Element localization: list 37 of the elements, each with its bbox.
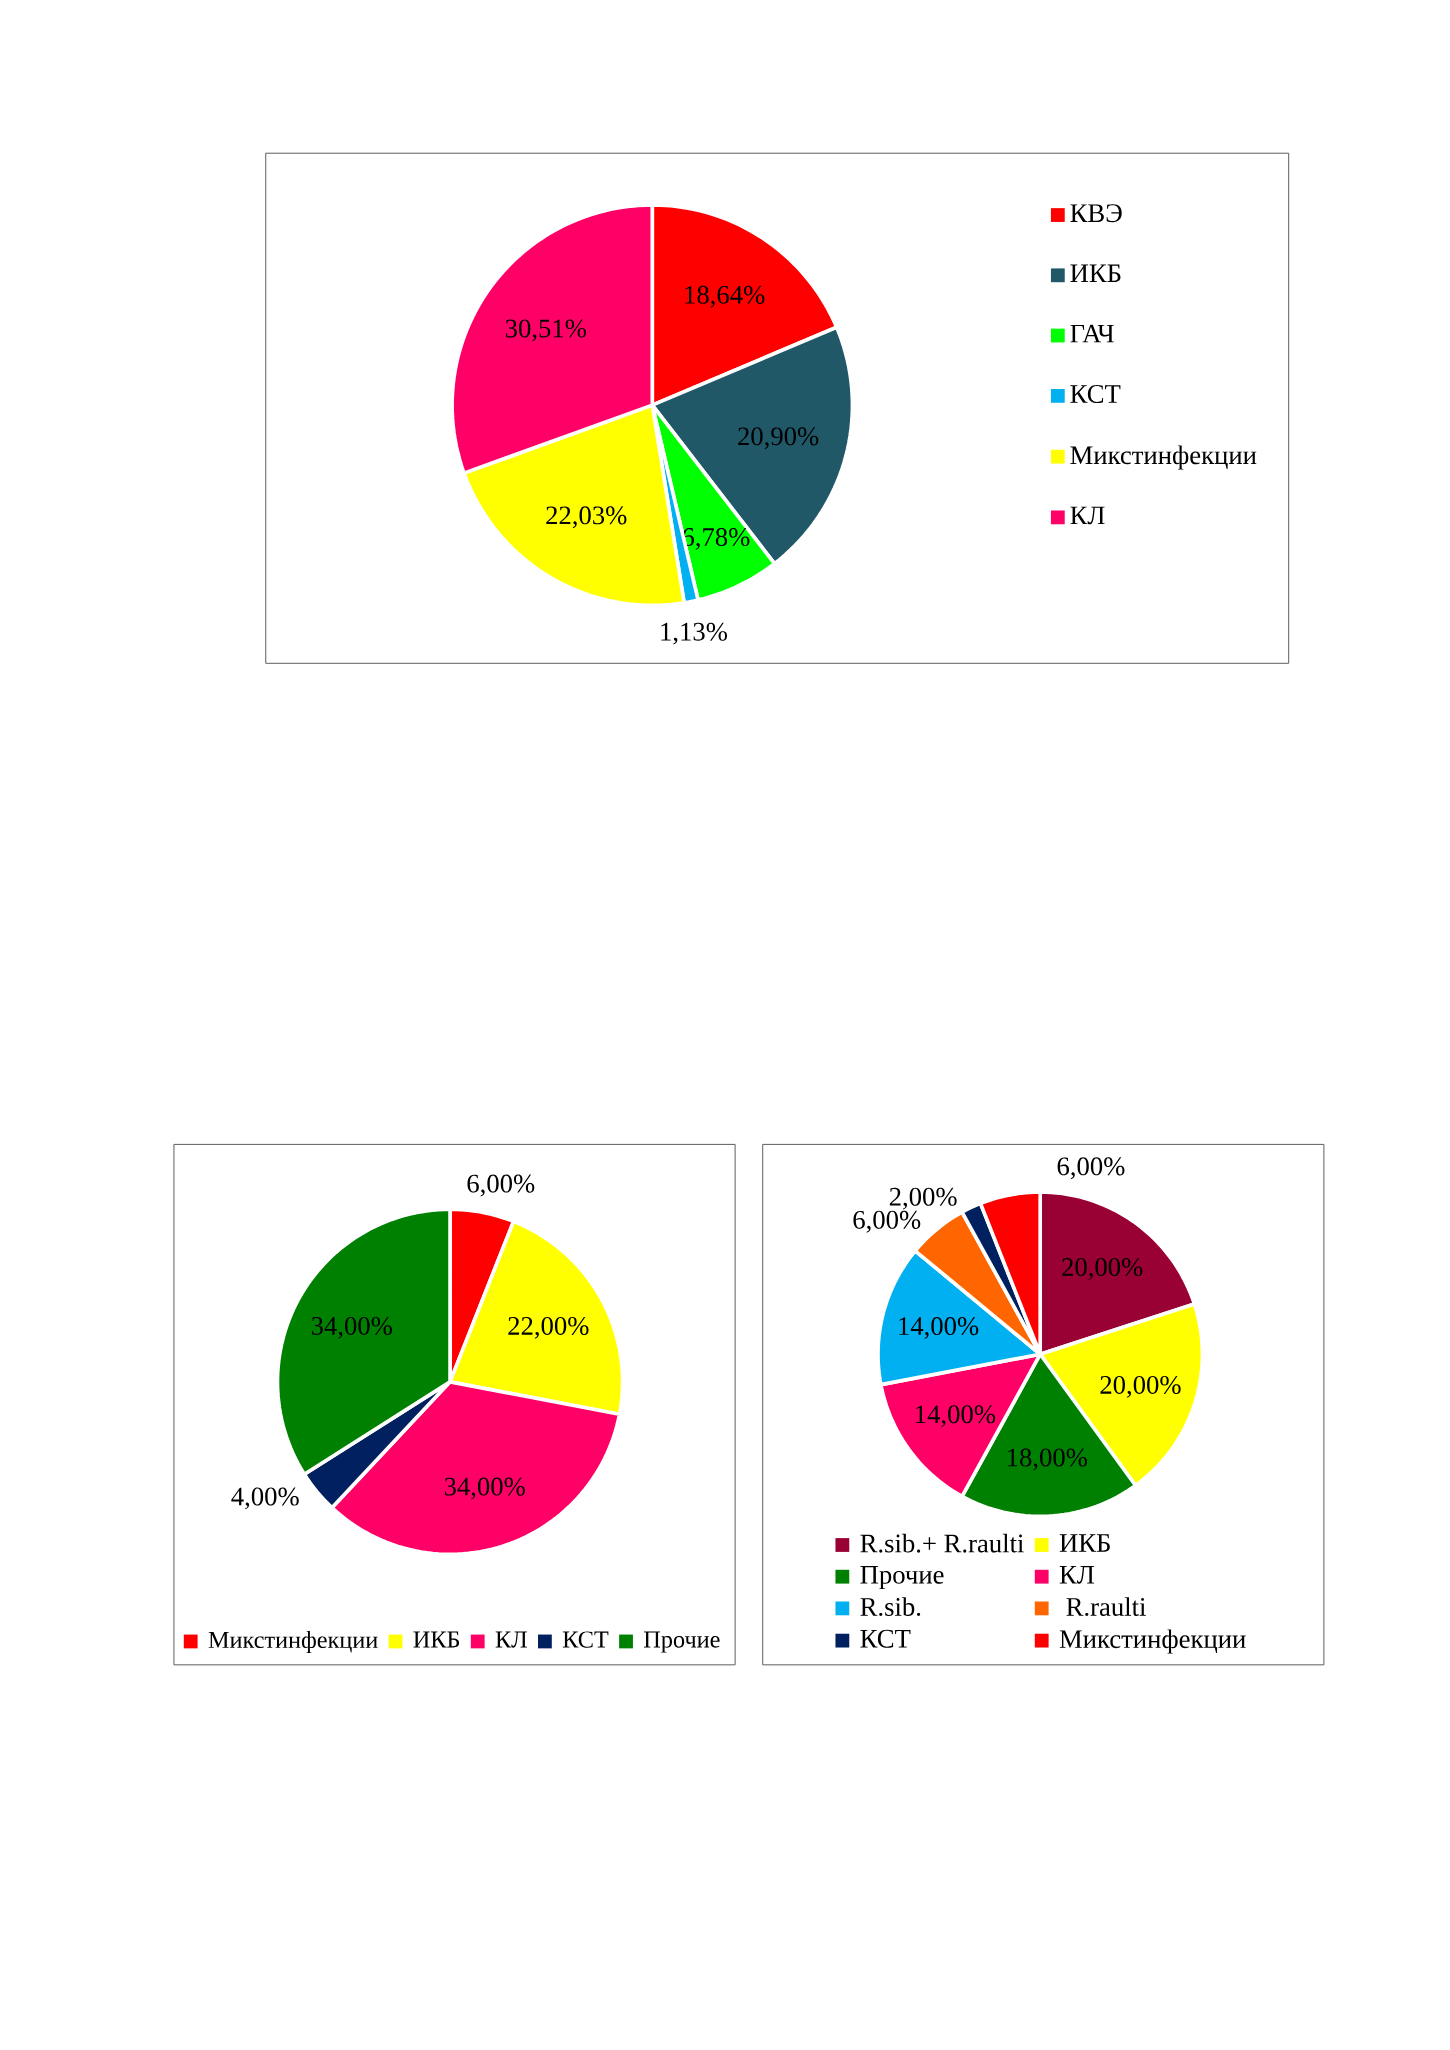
legend-label: R.sib.+ R.raulti [860, 1533, 1025, 1553]
data-label: 20,00% [1100, 1375, 1181, 1398]
data-label: 30,51% [506, 319, 587, 342]
data-label: 14,00% [916, 1405, 996, 1428]
legend-label: КВЭ [1070, 204, 1122, 223]
legend-label: КЛ [495, 1631, 528, 1648]
data-label: 18,00% [1008, 1448, 1088, 1471]
data-label: 6,00% [467, 1174, 535, 1197]
data-label: 34,00% [445, 1477, 526, 1500]
legend-label: Прочие [644, 1631, 720, 1653]
data-label: 20,90% [738, 427, 819, 450]
legend-label: КЛ [1059, 1565, 1095, 1584]
legend-label: ГАЧ [1070, 324, 1115, 343]
legend-label: КЛ [1070, 506, 1105, 525]
legend-label: ИКБ [1070, 264, 1121, 283]
legend-label: КСТ [860, 1629, 911, 1648]
data-label: 34,00% [312, 1316, 393, 1339]
data-label: 18,64% [685, 285, 765, 308]
data-label: 22,03% [546, 506, 627, 529]
data-label: 6,00% [1057, 1157, 1125, 1180]
legend-label: КСТ [1070, 385, 1121, 403]
legend-label: ИКБ [413, 1631, 460, 1648]
legend-label: КСТ [563, 1631, 609, 1648]
legend-label: Прочие [860, 1565, 944, 1590]
data-label: 1,13% [661, 622, 728, 645]
legend-label: R.sib. [860, 1597, 921, 1617]
legend-label: Микстинфекции [1059, 1629, 1246, 1654]
data-label: 14,00% [899, 1317, 979, 1339]
data-label: 20,00% [1062, 1258, 1143, 1280]
data-label: 4,00% [231, 1487, 300, 1510]
legend-label: R.raulti [1066, 1597, 1147, 1617]
legend-label: ИКБ [1059, 1534, 1111, 1552]
data-label: 22,00% [508, 1316, 589, 1339]
data-label: 6,00% [853, 1210, 921, 1233]
data-label: 2,00% [890, 1187, 957, 1210]
legend-label: Микстинфекции [208, 1631, 378, 1654]
legend-label: Микстинфекции [1070, 445, 1257, 470]
